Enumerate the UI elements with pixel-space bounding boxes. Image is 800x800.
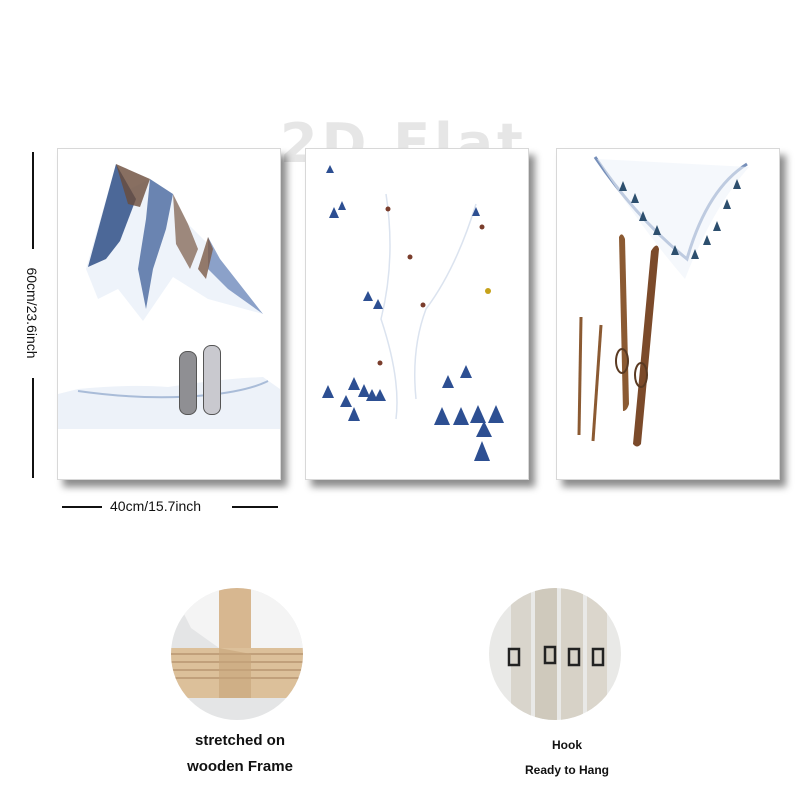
wooden-frame-photo — [171, 588, 303, 720]
hook-photo — [489, 588, 621, 720]
width-dimension-label: 40cm/15.7inch — [110, 498, 202, 514]
height-dimension-line-top — [32, 152, 34, 249]
snowboard-right-icon — [203, 345, 221, 415]
width-dimension-line-right — [232, 506, 278, 508]
hook-caption-line2: Ready to Hang — [524, 763, 609, 777]
canvas-panel-ski-slope — [305, 148, 529, 480]
frame-caption-line2: wooden Frame — [187, 758, 293, 775]
canvas-panel-wooden-skis — [556, 148, 780, 480]
height-dimension-label: 60cm/23.6inch — [24, 264, 40, 362]
hook-caption-line1: Hook — [552, 738, 582, 752]
width-dimension-line-left — [62, 506, 102, 508]
mountain-illustration — [58, 164, 280, 429]
snowboard-left-icon — [179, 351, 197, 415]
canvas-panel-mountains — [57, 148, 281, 480]
height-dimension-line-bottom — [32, 378, 34, 478]
frame-caption-line1: stretched on — [194, 732, 285, 749]
ski-slope-illustration — [322, 165, 504, 461]
wooden-skis-illustration — [577, 156, 749, 447]
